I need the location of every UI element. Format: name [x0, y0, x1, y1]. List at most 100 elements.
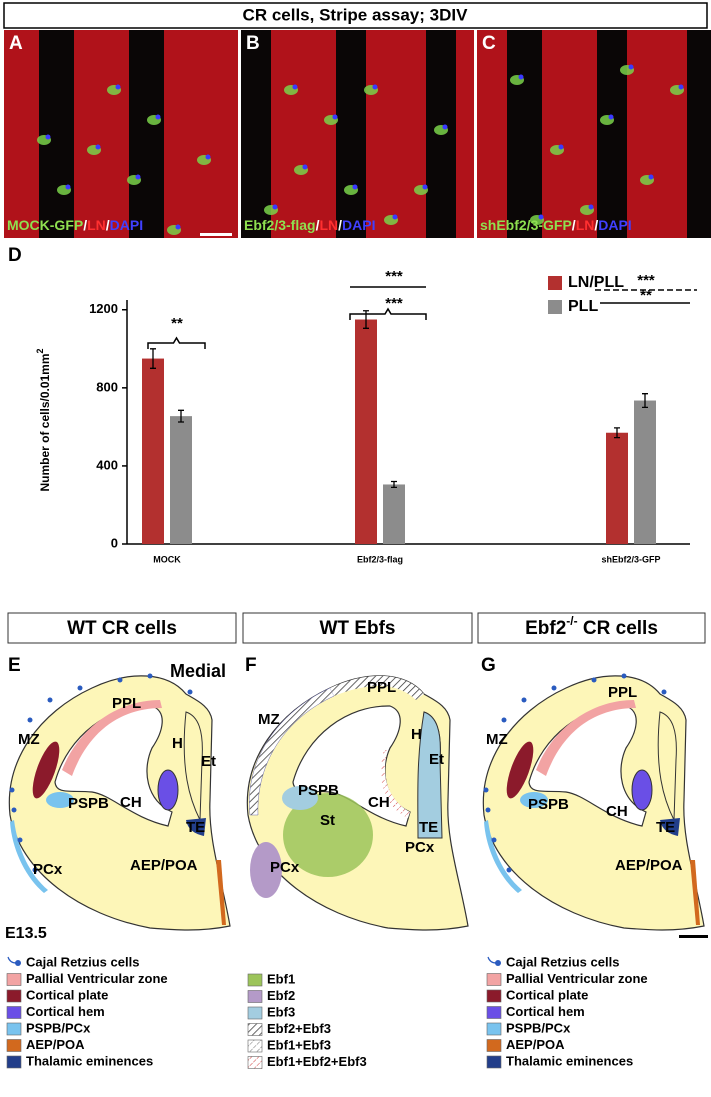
- x-tick-label: shEbf2/3-GFP: [601, 554, 660, 564]
- bar: [170, 416, 192, 544]
- diagram-header: WT Ebfs: [320, 618, 396, 639]
- header-part: WT CR cells: [67, 618, 177, 639]
- legend-swatch: [6, 973, 22, 986]
- diagram-header: WT CR cells: [67, 618, 177, 639]
- ebf123-ch: [381, 750, 410, 818]
- error-bar: [150, 348, 156, 369]
- region-label: AEP/POA: [130, 857, 198, 874]
- legend-swatch: [6, 1022, 22, 1036]
- caption-part: /: [594, 217, 598, 233]
- caption-part: DAPI: [110, 217, 143, 233]
- region-label: PSPB: [528, 796, 569, 813]
- pspb: [46, 792, 74, 808]
- legend-swatch: [486, 1022, 502, 1036]
- legend-icon-tail: [487, 956, 497, 964]
- panel-caption: shEbf2/3-GFP/LN/DAPI: [480, 217, 632, 233]
- caption-part: DAPI: [598, 217, 631, 233]
- cortical-plate: [506, 741, 534, 799]
- region-label: AEP/POA: [615, 857, 683, 874]
- pallial-vz: [62, 700, 162, 776]
- legend-label: Cajal Retzius cells: [26, 954, 139, 969]
- y-tick-label: 0: [111, 535, 118, 550]
- legend-icon-tail: [7, 956, 17, 964]
- stage-label: E13.5: [5, 925, 47, 942]
- header-box: [7, 612, 237, 644]
- legend-label: Ebf1+Ebf3: [267, 1037, 331, 1052]
- cr-cell: [551, 685, 557, 691]
- legend-label: Cortical plate: [506, 987, 588, 1002]
- caption-part: /: [316, 217, 320, 233]
- panel-letter: D: [8, 245, 22, 266]
- scale-bar: [679, 935, 708, 938]
- region-label: TE: [186, 819, 205, 836]
- region-label: TE: [656, 819, 675, 836]
- nucleus: [392, 214, 398, 220]
- header-part: -/-: [566, 614, 577, 628]
- caption-part: LN: [87, 217, 106, 233]
- region-label: PCx: [405, 839, 435, 856]
- legend-label: Cajal Retzius cells: [506, 954, 619, 969]
- header-box: [477, 612, 706, 644]
- panel-letter: C: [482, 33, 496, 54]
- cortical-plate: [32, 741, 60, 799]
- legend-swatch: [247, 973, 263, 987]
- legend-swatch: [6, 1039, 22, 1052]
- cr-cell: [521, 697, 527, 703]
- significance: **: [640, 287, 652, 304]
- region-label: MZ: [486, 731, 508, 748]
- panel-letter: F: [245, 655, 257, 676]
- legend-swatch: [6, 989, 22, 1003]
- cortical-hem: [631, 769, 653, 811]
- significance-line: [147, 336, 206, 349]
- cr-cell: [591, 677, 597, 683]
- region-label: PPL: [608, 684, 637, 701]
- panel-caption: MOCK-GFP/LN/DAPI: [7, 217, 143, 233]
- legend-swatch: [486, 1006, 502, 1019]
- region-label: Medial: [170, 661, 226, 681]
- significance: ***: [637, 272, 655, 289]
- legend-label: Thalamic eminences: [26, 1053, 153, 1068]
- region-label: PSPB: [68, 795, 109, 812]
- region-label: CH: [606, 803, 628, 820]
- cr-cell: [147, 673, 153, 679]
- legend-swatch: [486, 1039, 502, 1052]
- cr-cell: [47, 697, 53, 703]
- panel-letter: G: [481, 655, 496, 676]
- legend-label: Cortical hem: [506, 1004, 585, 1019]
- bar: [383, 484, 405, 544]
- error-bar: [614, 427, 620, 439]
- y-tick-label: 800: [96, 379, 118, 394]
- legend-label: PSPB/PCx: [26, 1020, 91, 1035]
- region-label: PPL: [112, 695, 141, 712]
- nucleus: [588, 204, 594, 210]
- x-tick-label: Ebf2/3-flag: [357, 554, 403, 564]
- stripe: [129, 30, 164, 238]
- legend-label: Ebf1: [267, 971, 295, 986]
- nucleus: [518, 74, 524, 80]
- nucleus: [628, 64, 634, 70]
- cr-cell: [11, 807, 17, 813]
- cr-cell: [9, 787, 15, 793]
- nucleus: [558, 144, 564, 150]
- nucleus: [332, 114, 338, 120]
- y-axis-label-main: Number of cells/0.01mm: [38, 353, 52, 491]
- ebf3-et: [417, 711, 443, 839]
- pallial-vz: [536, 700, 636, 776]
- nucleus: [648, 174, 654, 180]
- pcx: [10, 820, 48, 893]
- nucleus: [95, 144, 101, 150]
- stripe: [39, 30, 74, 238]
- caption-part: /: [106, 217, 110, 233]
- legend-label: Thalamic eminences: [506, 1053, 633, 1068]
- nucleus: [272, 204, 278, 210]
- legend-icon: [495, 960, 501, 966]
- legend-label: Ebf2: [267, 988, 295, 1003]
- error-bar: [391, 480, 397, 489]
- legend-label: Pallial Ventricular zone: [26, 971, 168, 986]
- ebf2-pcx: [250, 842, 282, 898]
- nucleus: [45, 134, 51, 140]
- cr-cell: [506, 867, 512, 873]
- region-label: St: [320, 812, 335, 829]
- legend-label: Pallial Ventricular zone: [506, 971, 648, 986]
